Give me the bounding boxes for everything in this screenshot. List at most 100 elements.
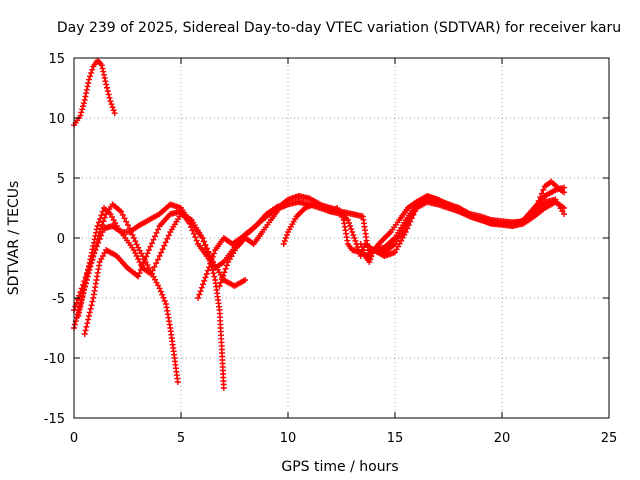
data-point [348,226,355,232]
data-point [119,211,126,218]
y-tick-label: -10 [44,352,65,367]
data-point [140,260,147,267]
data-point [103,84,110,91]
data-point [217,279,224,286]
data-point [75,309,82,316]
data-point [82,93,89,100]
data-point [100,68,107,75]
data-point [148,240,155,247]
data-point [123,218,130,225]
y-tick-label: 15 [48,52,65,67]
data-point [165,232,172,239]
data-point [95,219,102,226]
data-point [118,208,125,215]
y-tick-label: 0 [57,232,65,247]
data-point [77,112,84,119]
data-point [162,239,169,246]
data-point [84,320,91,327]
data-point [100,218,107,225]
data-point [216,283,223,289]
data-point [78,109,85,116]
data-point [82,279,89,286]
data-point [135,273,142,280]
data-point [79,103,86,110]
data-point [82,327,89,334]
y-tick-label: 10 [48,112,65,127]
data-point [211,273,218,280]
data-point [161,242,168,249]
data-point [357,241,364,247]
data-point [186,220,193,227]
data-point [352,238,359,244]
data-point [101,75,108,81]
data-point [561,205,568,211]
data-point [351,235,358,241]
data-point [139,263,146,270]
data-point [281,238,288,244]
data-point [220,385,227,391]
data-point [88,253,95,259]
data-point [83,273,90,279]
data-point [80,286,87,293]
data-point [71,321,78,328]
data-point [141,256,148,263]
data-point [242,277,249,283]
data-point [79,293,86,299]
data-point [81,97,88,103]
data-point [366,259,373,265]
data-point [90,243,97,249]
data-point [207,260,214,267]
data-point [223,262,230,269]
data-point [108,101,115,108]
data-point [101,214,108,221]
data-point [367,256,374,262]
data-point [561,211,568,217]
data-point [145,247,152,253]
data-point [283,232,290,238]
data-point [218,276,225,283]
data-point [76,306,83,313]
data-point [148,271,155,277]
data-point [198,284,205,291]
x-tick-label: 0 [70,431,78,446]
data-point [84,83,91,90]
series-track-9 [357,178,568,265]
data-point [104,88,111,95]
data-point [150,236,157,243]
axis-ticks [73,57,610,419]
data-point [156,285,163,292]
data-point [78,296,85,303]
x-tick-label: 20 [494,431,511,446]
x-tick-label: 10 [280,431,297,446]
data-point [561,189,568,196]
data-point [99,229,106,235]
data-point [187,224,194,230]
data-point [222,265,229,272]
data-point [540,187,547,193]
data-point [199,235,206,241]
data-point [152,233,159,240]
data-point [200,238,207,245]
data-point [89,246,96,253]
data-point [369,250,376,256]
y-tick-label: -5 [52,292,65,307]
data-point [87,305,94,312]
data-point [535,197,542,204]
data-point [368,253,375,259]
data-point [98,62,105,69]
data-point [136,270,143,277]
data-point [156,253,163,259]
x-tick-label: 25 [601,431,618,446]
data-point [97,215,104,222]
y-tick-label: 5 [57,172,65,187]
data-point [195,295,202,301]
data-point [208,257,215,264]
data-point [203,271,210,277]
data-point [158,249,165,256]
data-point [349,229,356,235]
data-point [360,250,367,256]
data-point [81,331,88,337]
data-point [98,232,105,239]
data-point [85,316,92,323]
